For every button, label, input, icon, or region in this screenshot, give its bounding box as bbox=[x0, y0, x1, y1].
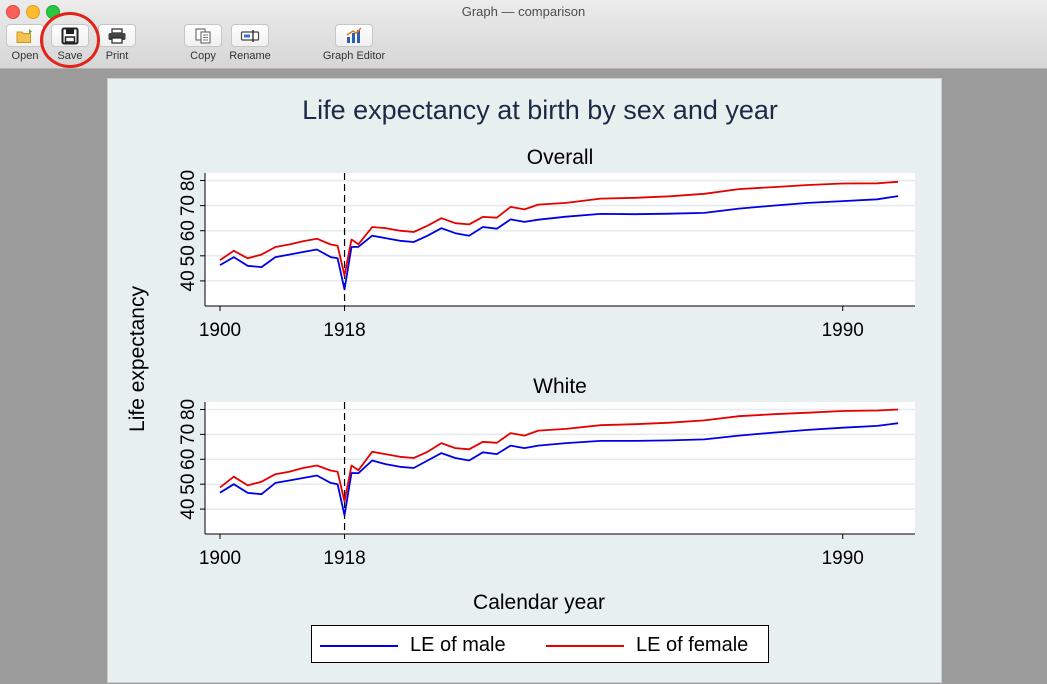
graph-panel: Life expectancy at birth by sex and year… bbox=[107, 78, 942, 683]
x-tick-label: 1900 bbox=[199, 548, 241, 569]
rename-icon bbox=[240, 29, 260, 42]
x-tick-label: 1918 bbox=[323, 548, 365, 569]
folder-open-icon bbox=[16, 28, 32, 43]
open-label: Open bbox=[11, 50, 39, 62]
chart-panel-1: White 40 50 60 70 80 1900 1918 1990 bbox=[178, 375, 915, 569]
open-button[interactable] bbox=[6, 24, 44, 47]
print-label: Print bbox=[105, 50, 129, 62]
series-line-male bbox=[219, 422, 899, 517]
close-window-button[interactable] bbox=[6, 5, 20, 19]
legend-female-label: LE of female bbox=[636, 634, 749, 656]
y-tick-label: 40 bbox=[178, 270, 199, 291]
series-line-female bbox=[219, 408, 899, 503]
y-tick-label: 40 bbox=[178, 499, 199, 520]
plot-area bbox=[205, 402, 915, 534]
printer-icon bbox=[108, 27, 126, 44]
x-tick-label: 1990 bbox=[822, 548, 864, 569]
y-tick-label: 80 bbox=[178, 399, 199, 420]
legend-male-swatch bbox=[320, 645, 398, 647]
minimize-window-button[interactable] bbox=[26, 5, 40, 19]
rename-button[interactable] bbox=[231, 24, 269, 47]
copy-icon bbox=[195, 28, 211, 43]
x-tick-label: 1900 bbox=[199, 320, 241, 341]
y-axis-label: Life expectancy bbox=[126, 286, 149, 432]
x-tick-label: 1918 bbox=[323, 320, 365, 341]
rename-label: Rename bbox=[229, 50, 271, 62]
chart-panel-0: Overall 40 50 60 70 80 1900 1918 1990 bbox=[178, 146, 915, 341]
graph-title: Life expectancy at birth by sex and year bbox=[302, 95, 778, 125]
panel-title: Overall bbox=[527, 146, 594, 169]
graph-editor-label: Graph Editor bbox=[322, 50, 386, 62]
x-axis-label: Calendar year bbox=[473, 591, 605, 614]
panel-title: White bbox=[533, 375, 587, 398]
bar-chart-icon bbox=[346, 26, 362, 43]
legend-male-label: LE of male bbox=[410, 634, 506, 656]
save-highlight-circle bbox=[40, 12, 100, 68]
legend: LE of male LE of female bbox=[311, 625, 769, 663]
copy-button[interactable] bbox=[184, 24, 222, 47]
copy-label: Copy bbox=[190, 50, 216, 62]
y-tick-label: 50 bbox=[178, 245, 199, 266]
window-title: Graph — comparison bbox=[461, 4, 586, 19]
window-titlebar: Graph — comparison Open Save Print bbox=[0, 0, 1047, 69]
graph-canvas: Life expectancy at birth by sex and year… bbox=[126, 95, 915, 614]
y-tick-label: 70 bbox=[178, 424, 199, 445]
legend-female-swatch bbox=[546, 645, 624, 647]
plot-area bbox=[205, 173, 915, 306]
y-tick-label: 50 bbox=[178, 474, 199, 495]
y-tick-label: 70 bbox=[178, 195, 199, 216]
y-tick-label: 60 bbox=[178, 449, 199, 470]
x-tick-label: 1990 bbox=[822, 320, 864, 341]
series-line-male bbox=[219, 195, 899, 291]
series-line-female bbox=[219, 180, 899, 277]
y-tick-label: 80 bbox=[178, 170, 199, 191]
y-tick-label: 60 bbox=[178, 220, 199, 241]
graph-editor-button[interactable] bbox=[335, 24, 373, 47]
chart-panels: Overall 40 50 60 70 80 1900 1918 1990 White 40 50 60… bbox=[178, 146, 915, 569]
print-button[interactable] bbox=[98, 24, 136, 47]
